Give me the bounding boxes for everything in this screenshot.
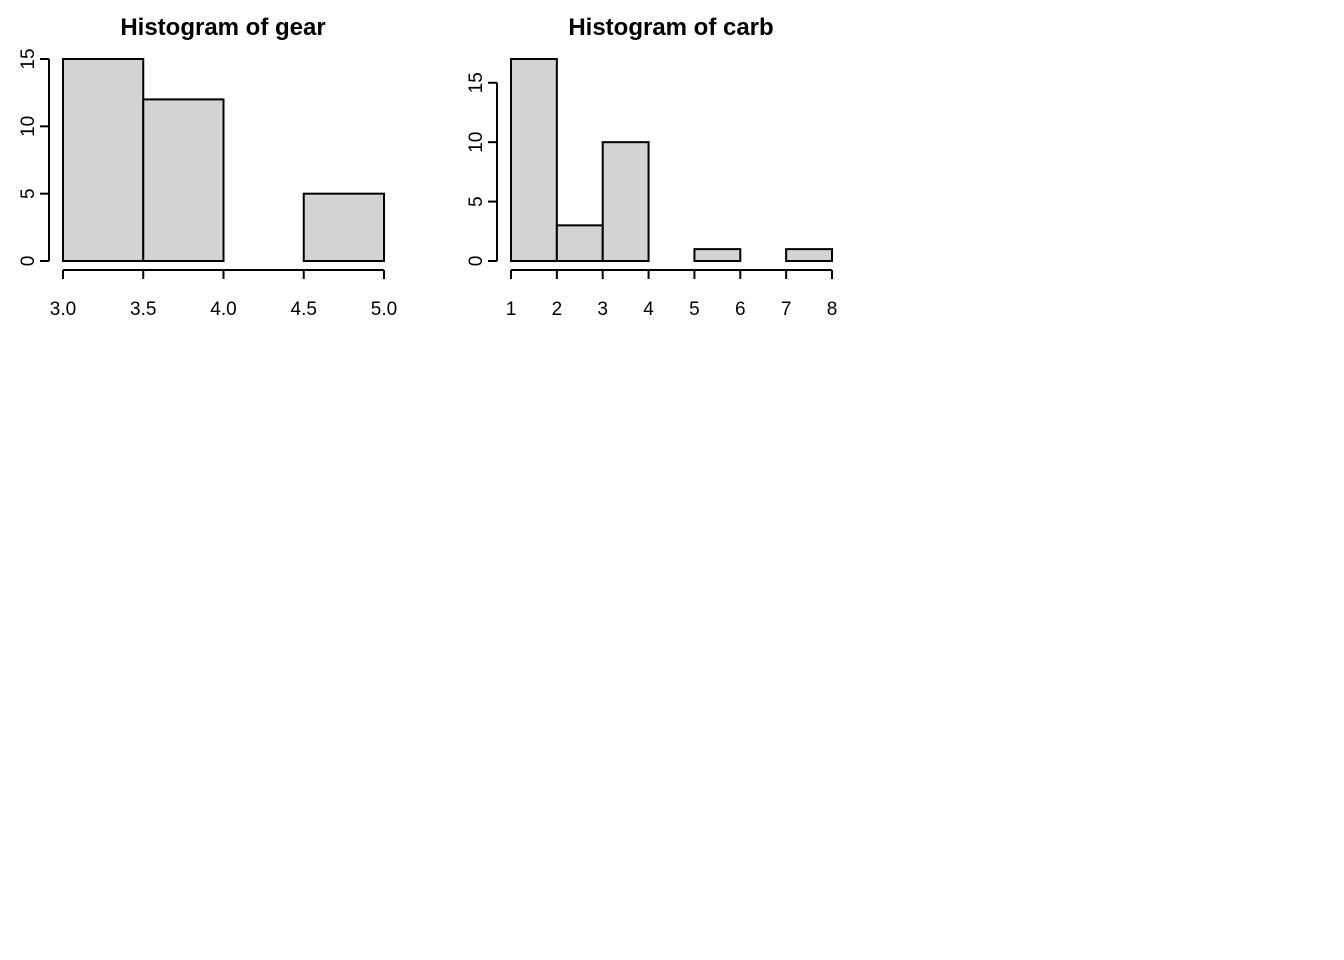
x-tick-label: 5 — [689, 299, 700, 320]
x-tick-label: 7 — [781, 299, 792, 320]
x-tick-label: 3 — [597, 299, 608, 320]
x-tick-label: 3.5 — [130, 299, 156, 320]
y-tick-label: 10 — [466, 132, 487, 153]
histogram-bar — [555, 224, 604, 262]
x-tick-label: 4.5 — [291, 299, 317, 320]
histogram-bar — [693, 248, 742, 262]
x-tick-label: 6 — [735, 299, 746, 320]
histogram-bar — [62, 58, 145, 262]
x-tick-label: 4 — [643, 299, 654, 320]
histogram-bar — [601, 141, 650, 262]
histogram-bar — [785, 248, 834, 262]
x-tick-label: 4.0 — [210, 299, 236, 320]
y-tick-label: 5 — [18, 188, 39, 199]
y-tick-label: 0 — [18, 256, 39, 267]
x-tick-label: 8 — [827, 299, 838, 320]
histogram-carb: Histogram of carb 1 2 3 4 5 6 7 8 0 5 10 15 — [466, 14, 837, 320]
histogram-gear: Histogram of gear 3.0 3.5 4.0 4.5 5.0 0 5 10 15 — [18, 14, 397, 320]
x-tick-label: 3.0 — [50, 299, 76, 320]
y-tick-label: 15 — [466, 72, 487, 93]
x-tick-label: 1 — [506, 299, 517, 320]
x-tick-label: 2 — [552, 299, 563, 320]
x-tick-label: 5.0 — [371, 299, 397, 320]
y-tick-label: 15 — [18, 48, 39, 69]
histogram-bar — [142, 98, 225, 263]
histogram-bar — [510, 58, 558, 262]
histogram-bar — [302, 192, 385, 263]
chart-title: Histogram of carb — [568, 14, 773, 41]
y-tick-label: 10 — [18, 116, 39, 137]
y-tick-label: 5 — [466, 196, 487, 207]
chart-title: Histogram of gear — [120, 14, 325, 41]
y-tick-label: 0 — [466, 256, 487, 267]
